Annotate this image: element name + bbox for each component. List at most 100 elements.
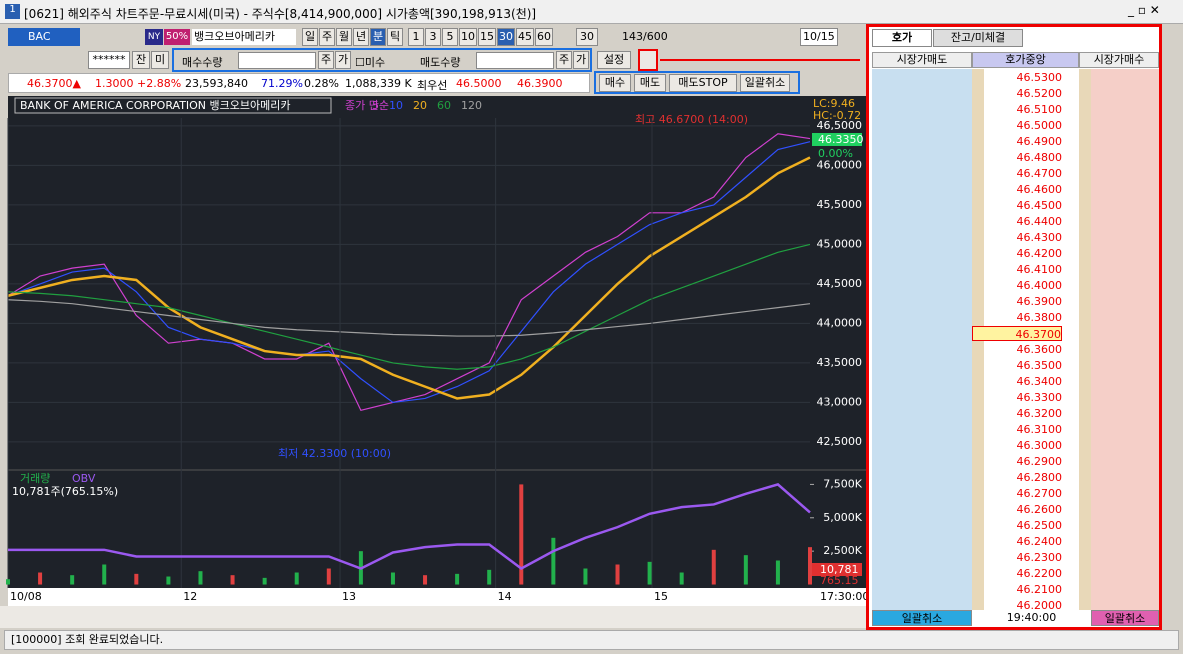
price-level: 46.2800 (1016, 471, 1063, 484)
y-tick-label: 2,500K (823, 544, 862, 557)
button[interactable]: 미 (151, 51, 169, 69)
price-level: 46.3300 (1016, 391, 1063, 404)
legend-entry: 60 (437, 99, 451, 112)
date[interactable]: 10/15 (800, 28, 838, 46)
price-level: 46.3400 (1016, 375, 1063, 388)
legend-entry: 10 (389, 99, 403, 112)
period[interactable]: 년 (353, 28, 369, 46)
volume-bar (487, 569, 492, 585)
volume-bar (679, 572, 684, 585)
current-badge (812, 133, 862, 146)
interval[interactable]: 60 (535, 28, 553, 46)
interval[interactable]: 1 (408, 28, 424, 46)
column-header: 시장가매수 (1079, 52, 1159, 68)
rate: +2.88% (137, 77, 182, 90)
volume-bar (455, 573, 460, 585)
low-label: 최저 42.3300 (10:00) (278, 447, 391, 460)
status-bar: [100000] 조회 완료되었습니다. (4, 630, 1179, 650)
tab[interactable]: 잔고/미체결 (933, 29, 1023, 47)
symbol-box[interactable]: BAC (8, 28, 80, 46)
margin[interactable]: ☐미수 (355, 56, 386, 69)
order-action[interactable]: 일괄취소 (740, 74, 790, 92)
price-level: 46.2900 (1016, 455, 1063, 468)
tab[interactable]: 호가 (872, 29, 932, 47)
price: 46.3700▲ (27, 77, 81, 90)
price-level: 46.2400 (1016, 535, 1063, 548)
bid: 46.3900 (517, 77, 563, 90)
period[interactable]: 주 (319, 28, 335, 46)
period[interactable]: 틱 (387, 28, 403, 46)
price-level: 46.4800 (1016, 151, 1063, 164)
interval[interactable]: 45 (516, 28, 534, 46)
legend-entry: OBV (72, 472, 96, 485)
toolbar: BAC NY 50% 뱅크오브아메리카 30 143/600 10/15 ***… (0, 26, 866, 96)
order-action[interactable]: 매수 (599, 74, 631, 92)
volume-bar (102, 564, 107, 585)
cancel-all[interactable]: 일괄취소 (872, 610, 972, 626)
y-tick-label: 43,5000 (817, 356, 863, 369)
price-level: 46.2200 (1016, 567, 1063, 580)
x-tick-label: 13 (342, 590, 356, 603)
zoom[interactable]: 50% (164, 29, 190, 45)
vol-value: 10,781 (820, 563, 859, 576)
series-line (7, 156, 811, 400)
x-axis-bg (8, 588, 866, 606)
interval[interactable]: 10 (459, 28, 477, 46)
buy-qty-input[interactable] (238, 52, 316, 69)
volume-bar (551, 537, 556, 585)
lc: LC:9.46 (813, 97, 855, 110)
y-tick-label: 43,0000 (817, 395, 863, 408)
margin-label: 미수 (364, 56, 386, 69)
hc: HC:-0.72 (813, 109, 861, 122)
ask: 46.5000 (456, 77, 502, 90)
period[interactable]: 분 (370, 28, 386, 46)
column (1079, 69, 1091, 610)
volume-bar (808, 547, 812, 585)
panel-toggle[interactable] (638, 49, 658, 71)
settings[interactable]: 설정 (597, 51, 631, 69)
ratio: 71.29% (261, 77, 303, 90)
cancel-all[interactable]: 일괄취소 (1091, 610, 1159, 626)
period[interactable]: 월 (336, 28, 352, 46)
chart-controls[interactable] (0, 606, 866, 628)
masked: ****** (88, 51, 130, 69)
window-title: [0621] 해외주식 차트주문-무료시세(미국) - 주식수[8,414,90… (24, 7, 537, 21)
order-action[interactable]: 매도STOP (669, 74, 737, 92)
price-type[interactable]: 가 (335, 51, 351, 69)
high-label: 최고 46.6700 (14:00) (635, 113, 748, 126)
period[interactable]: 일 (302, 28, 318, 46)
range: 143/600 (622, 30, 668, 43)
count[interactable]: 30 (576, 28, 598, 46)
order-action[interactable]: 매도 (634, 74, 666, 92)
unit[interactable]: 주 (556, 51, 572, 69)
interval[interactable]: 5 (442, 28, 458, 46)
turnover: 0.28% (304, 77, 339, 90)
price-type[interactable]: 가 (573, 51, 589, 69)
sell-qty-input[interactable] (476, 52, 554, 69)
volume-bar (647, 561, 652, 585)
title-bar: 1 [0621] 해외주식 차트주문-무료시세(미국) - 주식수[8,414,… (0, 0, 1183, 24)
interval[interactable]: 3 (425, 28, 441, 46)
volume-bar (743, 555, 748, 585)
interval[interactable]: 15 (478, 28, 496, 46)
window-controls[interactable]: _ ▫ ✕ (1128, 3, 1160, 17)
interval[interactable]: 30 (497, 28, 515, 46)
column-header: 시장가매도 (872, 52, 972, 68)
price-level: 46.3600 (1016, 343, 1063, 356)
button[interactable]: 잔 (132, 51, 150, 69)
price-level: 46.3200 (1016, 407, 1063, 420)
volume-bar (134, 573, 139, 585)
legend-entry: 20 (413, 99, 427, 112)
series-line (7, 299, 811, 337)
price-level: 46.3800 (1016, 311, 1063, 324)
price-level: 46.3000 (1016, 439, 1063, 452)
ma-label: 종가 단순 (345, 99, 389, 112)
volume-bar (262, 577, 267, 585)
order-group (172, 48, 592, 72)
volume-bar (583, 568, 588, 585)
volume-bar (390, 572, 395, 585)
volume-bar (326, 568, 331, 585)
unit[interactable]: 주 (318, 51, 334, 69)
vol-badge (812, 563, 862, 576)
